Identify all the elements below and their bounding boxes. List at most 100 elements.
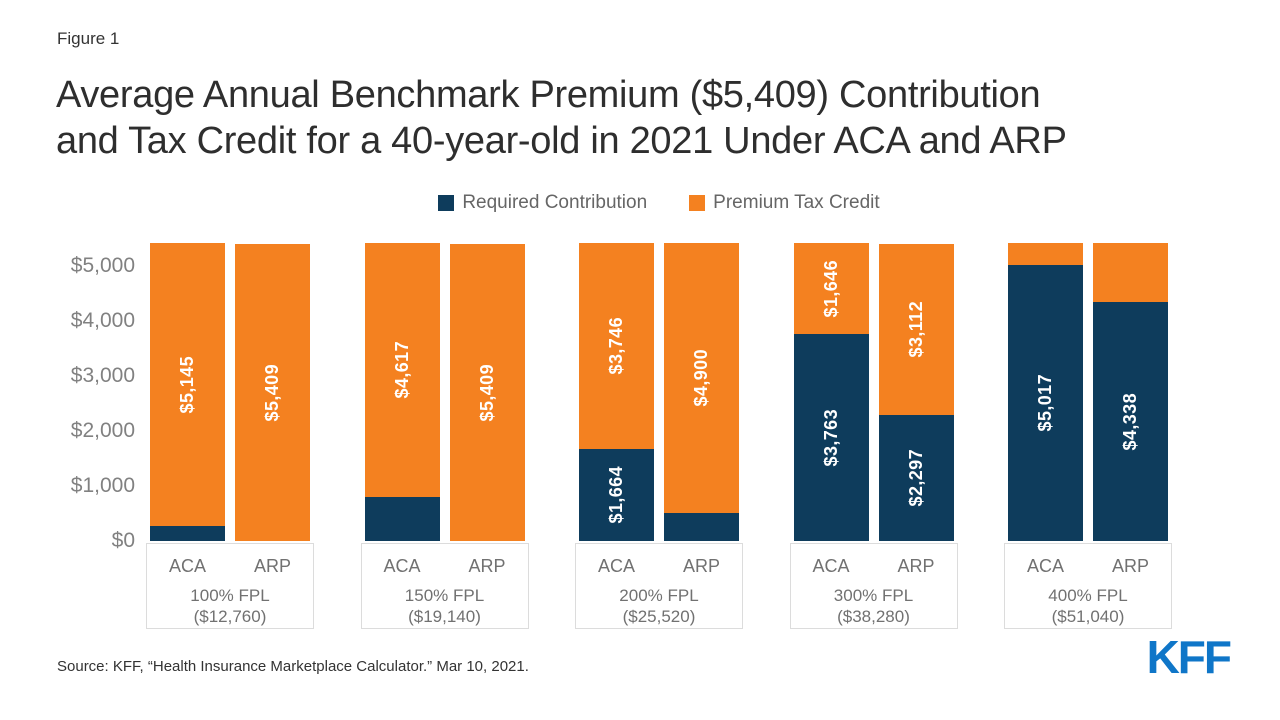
segment-value-label: $3,112 [905,301,926,358]
fpl-label: 400% FPL [1048,586,1128,605]
bar-name-label: ARP [468,556,506,576]
fpl-block: 400% FPL ($51,040) [1005,585,1171,627]
group-label-box: ACA ARP 100% FPL ($12,760) [146,543,314,629]
chart-area: $5,145 $5,409 ACA ARP 100% FP [146,243,1172,629]
bar-pair: $3,746 $1,664 $4,900 [579,243,739,541]
bar-group: $5,145 $5,409 ACA ARP 100% FP [146,243,314,629]
required-contribution-segment: $4,338 [1093,302,1168,541]
premium-tax-credit-segment: $1,646 [793,243,869,334]
page-title-line-1: Average Annual Benchmark Premium ($5,409… [56,74,1041,116]
y-axis-tick-label: $3,000 [70,364,135,387]
bar-groups: $5,145 $5,409 ACA ARP 100% FP [146,243,1172,629]
stacked-bar: $5,409 [235,244,310,541]
premium-tax-credit-segment: $4,900 [664,243,739,513]
required-contribution-segment: $3,763 [793,334,869,541]
required-contribution-segment: $5,017 [1008,265,1083,541]
segment-value-label: $4,617 [391,341,412,399]
income-label: ($25,520) [622,607,696,626]
group-label-box: ACA ARP 300% FPL ($38,280) [789,543,958,629]
fpl-block: 100% FPL ($12,760) [147,585,313,627]
segment-value-label: $3,763 [820,408,841,467]
bar-name-label: ACA [168,556,206,576]
segment-value-label: $1,646 [820,259,841,318]
segment-value-label: $5,145 [177,355,197,414]
income-label: ($19,140) [408,607,481,626]
bar-name-label: ARP [682,556,720,576]
bar-name-label: ARP [253,556,291,576]
required-contribution-segment [150,526,225,541]
segment-value-label: $4,338 [1120,392,1140,451]
segment-value-label: $3,746 [606,317,626,375]
premium-tax-credit-segment [1008,243,1083,265]
bar-name-label: ACA [812,556,850,576]
stacked-bar: $4,617 [364,243,440,541]
group-label-box: ACA ARP 400% FPL ($51,040) [1004,543,1172,629]
bar-group: $4,617 $5,409 ACA ARP 150% FP [360,243,529,629]
bar-name-label: ARP [897,556,935,576]
stacked-bar: $3,112 $2,297 [878,244,954,541]
stacked-bar: $5,145 [150,243,225,541]
kff-logo: KFF [1146,631,1232,683]
bar-names-row: ACA ARP [576,556,742,577]
figure-label: Figure 1 [57,29,120,48]
stacked-bar: $4,900 [664,243,739,541]
bar-pair: $1,646 $3,763 $3,112 $2,297 [793,243,954,541]
group-label-box: ACA ARP 200% FPL ($25,520) [575,543,743,629]
legend-item: Required Contribution [438,192,647,214]
y-axis-tick-label: $0 [111,529,135,552]
fpl-label: 300% FPL [833,586,914,605]
segment-value-label: $4,900 [691,349,711,407]
page-title: Average Annual Benchmark Premium ($5,409… [56,72,1067,164]
bar-name-label: ACA [597,556,635,576]
premium-tax-credit-segment: $3,746 [579,243,654,449]
bar-pair: $5,145 $5,409 [150,243,310,541]
premium-tax-credit-segment: $3,112 [878,244,954,415]
page-title-line-2: and Tax Credit for a 40-year-old in 2021… [56,120,1067,162]
y-axis: $0 $1,000 $2,000 $3,000 $4,000 $5,000 [40,243,135,551]
required-contribution-segment [364,497,440,541]
bar-group: $1,646 $3,763 $3,112 $2,297 ACA ARP [789,243,958,629]
fpl-label: 150% FPL [404,586,485,605]
bar-group: $5,017 $4,338 ACA ARP 400% FPL ($51,040) [1004,243,1172,629]
bar-pair: $4,617 $5,409 [364,243,525,541]
bar-pair: $5,017 $4,338 [1008,243,1168,541]
segment-value-label: $5,409 [262,363,282,422]
legend-swatch [438,195,455,211]
segment-value-label: $5,409 [476,363,497,422]
income-label: ($51,040) [1051,607,1125,626]
y-axis-tick-label: $2,000 [70,419,135,442]
required-contribution-segment [664,513,739,541]
y-axis-tick-label: $1,000 [70,474,135,497]
bar-names-row: ACA ARP [791,556,957,577]
premium-tax-credit-segment: $5,409 [235,244,310,541]
stacked-bar: $5,409 [449,244,525,541]
bar-name-label: ARP [1111,556,1149,576]
segment-value-label: $5,017 [1035,374,1055,432]
bar-names-row: ACA ARP [362,556,528,577]
fpl-block: 200% FPL ($25,520) [576,585,742,627]
premium-tax-credit-segment: $5,145 [150,243,225,526]
bar-names-row: ACA ARP [147,556,313,577]
group-label-box: ACA ARP 150% FPL ($19,140) [360,543,529,629]
legend-label: Required Contribution [462,192,648,213]
fpl-label: 200% FPL [619,586,699,605]
bar-group: $3,746 $1,664 $4,900 ACA ARP 2 [575,243,743,629]
bar-name-label: ACA [383,556,421,576]
segment-value-label: $2,297 [905,449,926,507]
income-label: ($38,280) [837,607,910,626]
legend: Required Contribution Premium Tax Credit [150,192,1168,214]
stacked-bar: $1,646 $3,763 [793,243,869,541]
legend-item: Premium Tax Credit [689,192,880,214]
stacked-bar: $4,338 [1093,243,1168,541]
stacked-bar: $5,017 [1008,243,1083,541]
premium-tax-credit-segment: $5,409 [449,244,525,541]
required-contribution-segment: $1,664 [579,449,654,541]
fpl-block: 300% FPL ($38,280) [791,585,957,627]
required-contribution-segment: $2,297 [878,415,954,541]
bar-names-row: ACA ARP [1005,556,1171,577]
bar-name-label: ACA [1026,556,1064,576]
premium-tax-credit-segment [1093,243,1168,302]
source-note: Source: KFF, “Health Insurance Marketpla… [57,658,529,675]
fpl-block: 150% FPL ($19,140) [362,585,528,627]
